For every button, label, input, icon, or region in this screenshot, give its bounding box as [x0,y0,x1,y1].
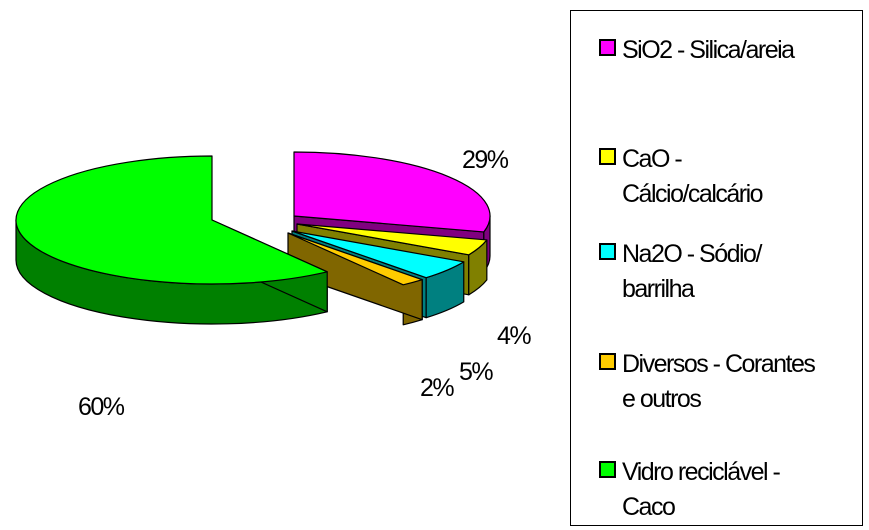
legend-label-sodio: Na2O - Sódio/ barrilha [622,237,862,307]
legend-label-line: e outros [622,385,702,413]
legend-swatch-silica [599,39,616,56]
pct-label-vidro: 60% [78,393,125,421]
legend-label-line: SiO2 - Silica/areia [622,36,795,64]
pie-chart: 29% 4% 5% 2% 60% [15,146,533,421]
legend-label-line: CaO - [622,145,683,173]
legend-swatch-calcio [599,148,616,165]
pct-label-calcio: 4% [497,322,531,350]
legend-label-calcio: CaO - Cálcio/calcário [622,142,862,212]
legend-swatch-vidro [599,461,616,478]
legend-label-line: Diversos - Corantes [622,350,816,378]
legend-label-line: Caco [622,493,676,521]
pct-label-diversos: 2% [420,374,454,402]
legend-label-line: Na2O - Sódio/ [622,240,762,268]
pie-slice-top-sodio [291,230,465,279]
legend-label-line: Vidro reciclável - [622,458,781,486]
chart-legend: SiO2 - Silica/areia CaO - Cálcio/calcári… [570,10,863,526]
pie-slice-top-vidro [15,155,328,285]
pie-svg: 29% 4%5%2% 60% [15,146,533,421]
pie-slice-top-diversos [287,232,423,286]
pie-slice-top-silica [293,151,491,233]
pct-label-silica: 29% [462,146,509,174]
legend-label-line: Cálcio/calcário [622,180,764,208]
legend-label-line: barrilha [622,275,695,303]
legend-label-vidro: Vidro reciclável - Caco [622,455,862,525]
legend-swatch-sodio [599,243,616,260]
pie-slice-top-calcio [296,223,488,256]
legend-label-silica: SiO2 - Silica/areia [622,33,862,68]
legend-label-diversos: Diversos - Corantes e outros [622,347,862,417]
legend-swatch-diversos [599,353,616,370]
pct-label-sodio: 5% [459,358,493,386]
